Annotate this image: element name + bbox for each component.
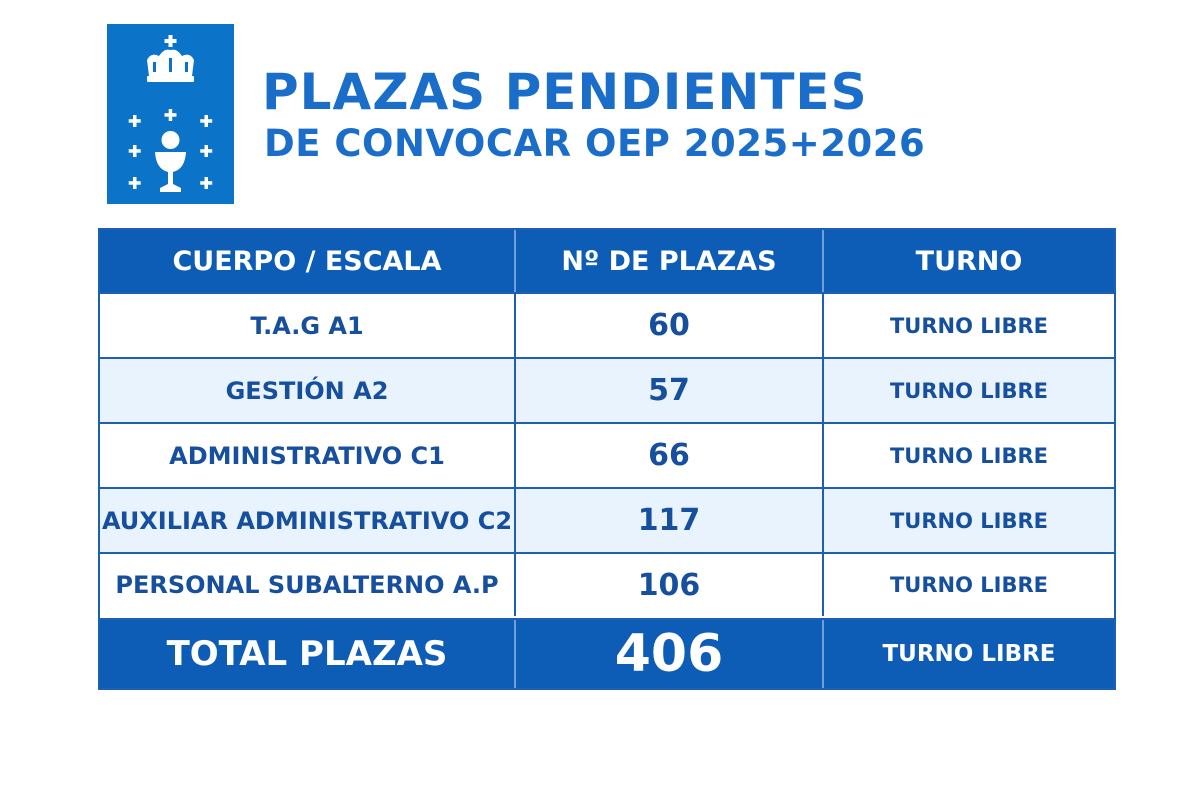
galicia-coat-of-arms-icon [107,24,234,204]
table-row: ADMINISTRATIVO C1 66 TURNO LIBRE [100,422,1114,487]
page-title: PLAZAS PENDIENTES [262,63,868,121]
table-row: PERSONAL SUBALTERNO A.P 106 TURNO LIBRE [100,552,1114,616]
plazas-cell: 106 [514,554,822,616]
turno-cell: TURNO LIBRE [822,294,1114,357]
cuerpo-cell: PERSONAL SUBALTERNO A.P [115,571,499,599]
plazas-cell: 117 [514,489,822,552]
turno-cell: TURNO LIBRE [822,554,1114,616]
total-plazas: 406 [514,620,822,688]
total-label: TOTAL PLAZAS [166,634,448,674]
total-row: TOTAL PLAZAS 406 TURNO LIBRE [100,618,1114,688]
table-header-row: CUERPO / ESCALA Nº DE PLAZAS TURNO [100,230,1114,292]
page-subtitle: DE CONVOCAR OEP 2025+2026 [264,122,926,165]
turno-cell: TURNO LIBRE [822,489,1114,552]
column-header-turno: TURNO [822,230,1114,292]
turno-cell: TURNO LIBRE [822,359,1114,422]
table-row: AUXILIAR ADMINISTRATIVO C2 117 TURNO LIB… [100,487,1114,552]
plazas-cell: 60 [514,294,822,357]
total-turno: TURNO LIBRE [822,620,1114,688]
plazas-cell: 57 [514,359,822,422]
turno-cell: TURNO LIBRE [822,424,1114,487]
plazas-cell: 66 [514,424,822,487]
cuerpo-cell: ADMINISTRATIVO C1 [169,441,445,470]
column-header-cuerpo: CUERPO / ESCALA [172,245,442,277]
plazas-table: CUERPO / ESCALA Nº DE PLAZAS TURNO T.A.G… [98,228,1116,690]
column-header-plazas: Nº DE PLAZAS [514,230,822,292]
cuerpo-cell: GESTIÓN A2 [225,376,389,405]
table-row: T.A.G A1 60 TURNO LIBRE [100,292,1114,357]
cuerpo-cell: AUXILIAR ADMINISTRATIVO C2 [101,506,513,535]
cuerpo-cell: T.A.G A1 [250,311,364,340]
table-row: GESTIÓN A2 57 TURNO LIBRE [100,357,1114,422]
